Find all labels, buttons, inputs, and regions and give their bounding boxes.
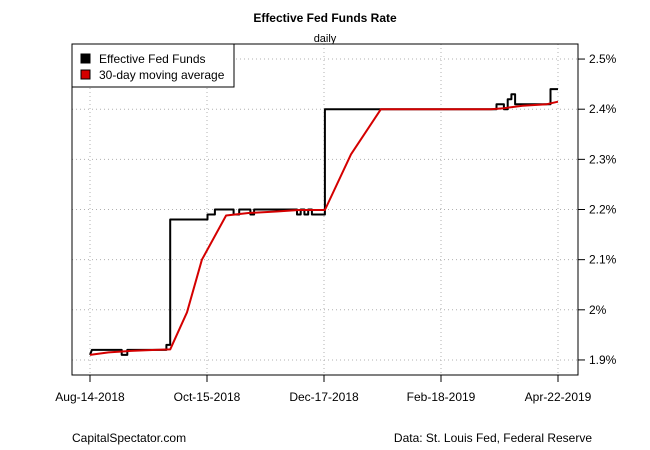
x-tick-label: Aug-14-2018 xyxy=(55,390,125,404)
legend: Effective Fed Funds 30-day moving averag… xyxy=(71,43,235,88)
chart-subtitle: daily xyxy=(314,33,337,45)
legend-swatch-effective-fed-funds xyxy=(80,53,91,64)
legend-box xyxy=(71,43,235,88)
y-tick-label: 2.4% xyxy=(589,102,617,116)
series-lines xyxy=(89,88,559,356)
y-tick-label: 2.1% xyxy=(589,253,617,267)
x-tick-label: Feb-18-2019 xyxy=(407,390,476,404)
y-tick-label: 2.2% xyxy=(589,203,617,217)
axes: Aug-14-2018 Oct-15-2018 Dec-17-2018 Feb-18-… xyxy=(55,52,616,404)
x-tick-label: Oct-15-2018 xyxy=(174,390,241,404)
series-line-effective-fed-funds xyxy=(89,88,558,356)
y-tick-label: 2% xyxy=(589,303,607,317)
legend-label-effective-fed-funds: Effective Fed Funds xyxy=(99,52,206,66)
series-line-moving-average xyxy=(89,100,559,356)
footer-data-source: Data: St. Louis Fed, Federal Reserve xyxy=(393,431,592,445)
y-tick-label: 2.5% xyxy=(589,52,617,66)
x-tick-label: Dec-17-2018 xyxy=(289,390,359,404)
y-tick-label: 1.9% xyxy=(589,353,617,367)
legend-label-moving-average: 30-day moving average xyxy=(99,68,225,82)
y-tick-label: 2.3% xyxy=(589,152,617,166)
x-tick-label: Apr-22-2019 xyxy=(525,390,592,404)
legend-swatch-moving-average xyxy=(80,69,91,80)
footer-source-site: CapitalSpectator.com xyxy=(72,431,187,445)
chart-title: Effective Fed Funds Rate xyxy=(253,11,397,25)
